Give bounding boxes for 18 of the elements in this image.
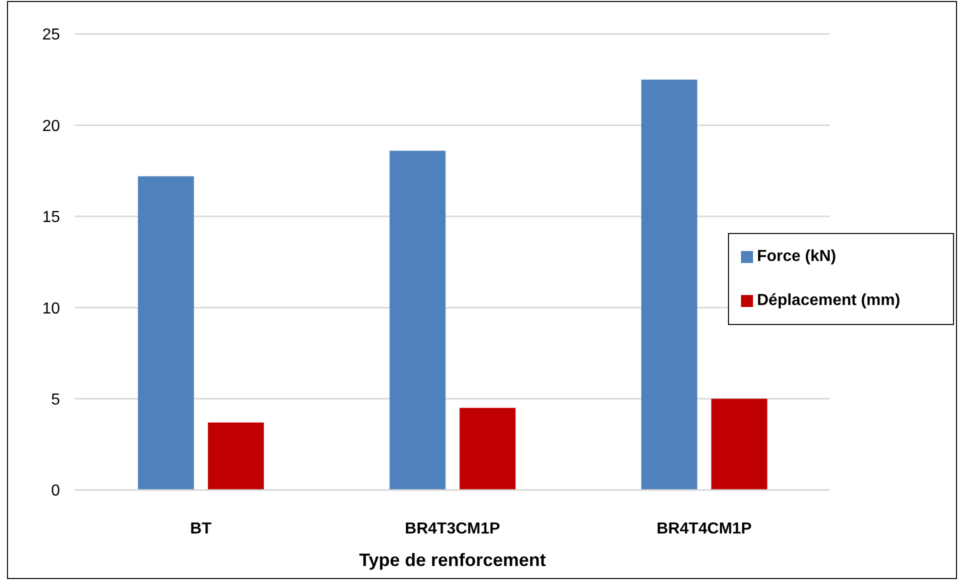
- legend-label: Déplacement (mm): [757, 292, 900, 310]
- legend-label: Force (kN): [757, 248, 836, 266]
- x-tick-label: BR4T3CM1P: [404, 520, 500, 538]
- bar: [460, 408, 516, 490]
- bar: [138, 176, 194, 490]
- y-tick-label: 10: [42, 300, 60, 318]
- y-tick-label: 15: [42, 209, 60, 226]
- x-tick-label: BT: [190, 520, 212, 538]
- y-tick-label: 0: [51, 482, 60, 500]
- x-axis-title: Type de renforcement: [358, 550, 547, 571]
- bar: [390, 150, 446, 490]
- bar: [711, 398, 768, 490]
- x-tick-label: BR4T4CM1P: [656, 520, 752, 538]
- bar: [641, 80, 698, 490]
- y-tick-label: 20: [42, 118, 60, 135]
- bar: [208, 422, 264, 490]
- y-tick-label: 25: [42, 26, 60, 44]
- y-tick-label: 5: [51, 391, 60, 408]
